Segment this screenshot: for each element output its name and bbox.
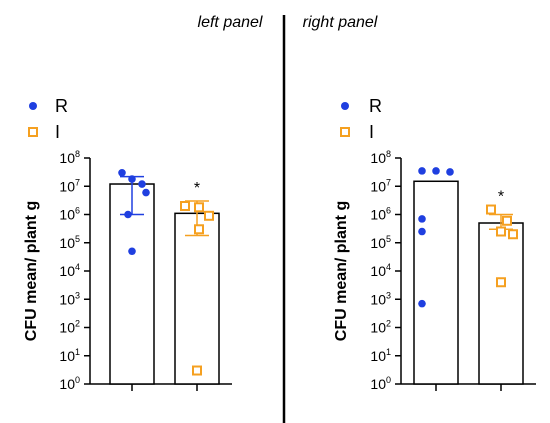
y-tick-label: 103 bbox=[370, 290, 391, 307]
y-tick-label: 107 bbox=[370, 177, 391, 194]
legend-marker-R bbox=[341, 102, 349, 110]
point-R bbox=[128, 175, 136, 183]
legend-label-I: I bbox=[369, 122, 374, 142]
point-I bbox=[194, 202, 204, 213]
point-R bbox=[124, 210, 132, 219]
point-R bbox=[418, 167, 426, 175]
point-R bbox=[418, 227, 426, 236]
point-I bbox=[496, 277, 506, 288]
y-axis-label: CFU mean/ plant g bbox=[23, 201, 40, 341]
y-tick-label: 105 bbox=[59, 234, 80, 251]
y-tick-label: 102 bbox=[370, 319, 391, 336]
y-tick-label: 100 bbox=[370, 375, 391, 392]
point-R bbox=[418, 215, 426, 223]
bar-I bbox=[174, 212, 220, 385]
bar-I bbox=[478, 222, 524, 385]
y-tick-label: 108 bbox=[370, 149, 391, 166]
y-tick-label: 101 bbox=[370, 347, 391, 364]
legend-label-R: R bbox=[369, 96, 382, 116]
point-R bbox=[446, 168, 454, 176]
point-I bbox=[204, 210, 214, 221]
point-I bbox=[496, 226, 506, 237]
bar-R bbox=[109, 183, 155, 385]
legend-marker-R bbox=[29, 102, 37, 110]
y-tick-label: 106 bbox=[370, 206, 391, 223]
y-tick-label: 104 bbox=[370, 262, 391, 279]
panel-title: right panel bbox=[303, 14, 378, 31]
y-axis-label: CFU mean/ plant g bbox=[333, 201, 350, 341]
panel-title: left panel bbox=[198, 14, 263, 31]
point-I bbox=[502, 215, 512, 226]
left-panel: left panel 100 101 102 103 104 105 106 107 108 CFU… bbox=[23, 14, 263, 392]
y-tick-label: 101 bbox=[59, 347, 80, 364]
significance-marker: * bbox=[194, 180, 200, 197]
right-panel: right panel 100 101 102 103 104 105 106 107 108 CF… bbox=[303, 14, 536, 392]
y-tick-label: 106 bbox=[59, 206, 80, 223]
point-R bbox=[418, 299, 426, 308]
y-tick-label: 100 bbox=[59, 375, 80, 392]
y-tick-label: 102 bbox=[59, 319, 80, 336]
legend-label-I: I bbox=[55, 122, 60, 142]
point-I bbox=[508, 229, 518, 240]
point-I bbox=[180, 200, 190, 211]
point-I bbox=[486, 204, 496, 215]
point-I bbox=[192, 365, 202, 376]
y-tick-label: 105 bbox=[370, 234, 391, 251]
point-R bbox=[142, 188, 150, 197]
point-R bbox=[432, 167, 440, 175]
point-R bbox=[138, 180, 146, 188]
legend-marker-I bbox=[340, 127, 350, 137]
y-tick-label: 103 bbox=[59, 290, 80, 307]
point-I bbox=[194, 224, 204, 235]
significance-marker: * bbox=[498, 189, 504, 206]
point-R bbox=[128, 247, 136, 256]
legend-marker-I bbox=[28, 127, 38, 137]
y-tick-label: 108 bbox=[59, 149, 80, 166]
legend-label-R: R bbox=[55, 96, 68, 116]
point-R bbox=[118, 168, 126, 177]
y-tick-label: 107 bbox=[59, 177, 80, 194]
y-tick-label: 104 bbox=[59, 262, 80, 279]
bar-R bbox=[413, 180, 459, 385]
